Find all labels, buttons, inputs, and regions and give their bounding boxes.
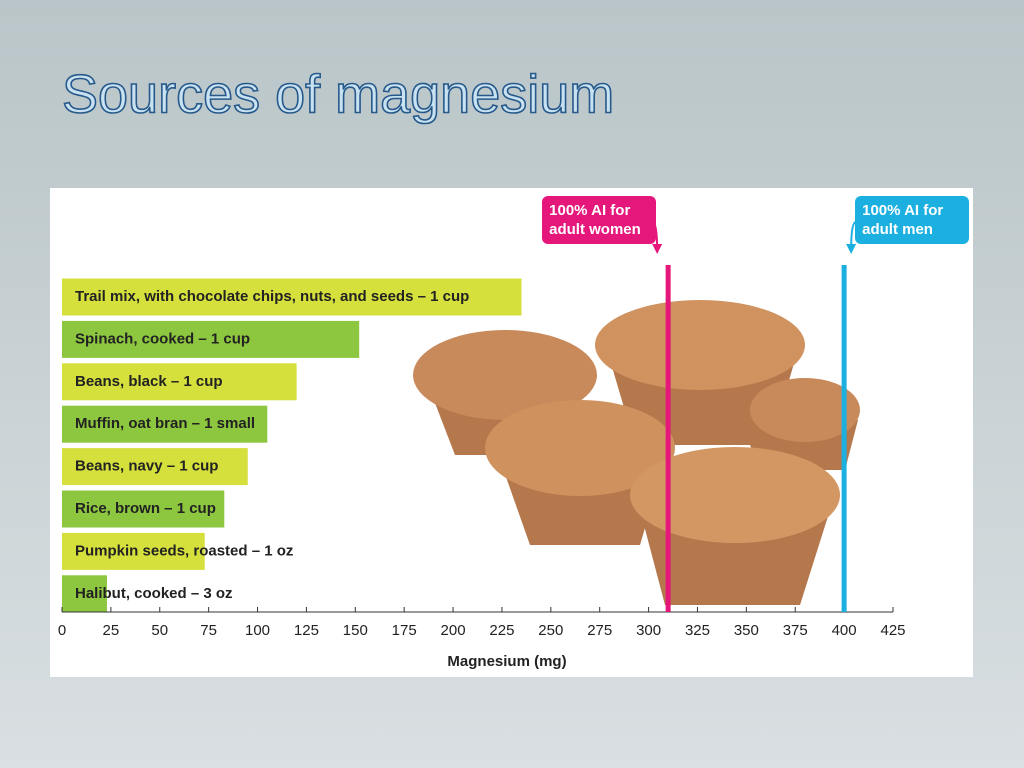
- bar: [62, 490, 225, 528]
- x-tick-label: 300: [636, 622, 661, 639]
- callout-arrowhead: [652, 244, 663, 254]
- x-tick-label: 75: [200, 622, 217, 639]
- callout-arrowhead: [846, 244, 857, 254]
- muffin-photo: [413, 300, 860, 605]
- bar: [62, 278, 522, 316]
- category-label: Trail mix, with chocolate chips, nuts, a…: [75, 288, 469, 305]
- x-tick-label: 275: [587, 622, 612, 639]
- category-label: Pumpkin seeds, roasted – 1 oz: [75, 542, 293, 559]
- category-label: Muffin, oat bran – 1 small: [75, 415, 255, 432]
- x-tick-label: 150: [343, 622, 368, 639]
- x-tick-label: 425: [880, 622, 905, 639]
- reference-label: 100% AI for adult men: [855, 196, 970, 244]
- bar: [62, 575, 107, 613]
- x-tick-label: 225: [489, 622, 514, 639]
- x-axis-title: Magnesium (mg): [447, 653, 566, 670]
- category-label: Rice, brown – 1 cup: [75, 500, 216, 517]
- x-tick-label: 400: [832, 622, 857, 639]
- category-label: Halibut, cooked – 3 oz: [75, 585, 233, 602]
- bar: [62, 405, 268, 443]
- slide-title: Sources of magnesium: [62, 64, 614, 124]
- bar: [62, 363, 297, 401]
- x-tick-label: 325: [685, 622, 710, 639]
- x-tick-label: 375: [783, 622, 808, 639]
- category-label: Beans, navy – 1 cup: [75, 458, 218, 475]
- x-tick-label: 25: [103, 622, 120, 639]
- x-tick-label: 100: [245, 622, 270, 639]
- category-label: Spinach, cooked – 1 cup: [75, 330, 250, 347]
- x-tick-label: 0: [58, 622, 66, 639]
- bar: [62, 448, 248, 486]
- bar: [62, 532, 205, 570]
- x-tick-label: 125: [294, 622, 319, 639]
- bar: [62, 320, 360, 358]
- category-label: Beans, black – 1 cup: [75, 373, 223, 390]
- x-tick-label: 200: [441, 622, 466, 639]
- reference-label: 100% AI for adult women: [542, 196, 657, 244]
- x-tick-label: 350: [734, 622, 759, 639]
- x-tick-label: 50: [151, 622, 168, 639]
- x-tick-label: 250: [538, 622, 563, 639]
- x-tick-label: 175: [392, 622, 417, 639]
